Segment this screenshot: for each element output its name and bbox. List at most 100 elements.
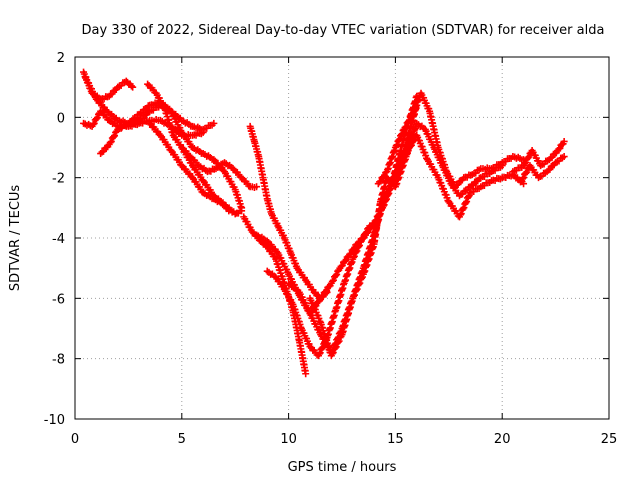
series-arc-g <box>178 144 233 215</box>
data-point <box>321 288 329 296</box>
y-tick-label: 0 <box>57 111 65 126</box>
data-point <box>358 235 366 243</box>
data-point <box>403 148 411 156</box>
y-tick-label: -8 <box>52 353 65 368</box>
data-point <box>350 292 358 300</box>
data-point <box>520 174 528 182</box>
data-point <box>401 124 409 132</box>
x-axis-label: GPS time / hours <box>288 460 397 475</box>
data-point <box>229 165 237 173</box>
data-point <box>407 141 415 149</box>
data-point <box>332 272 340 280</box>
data-point <box>225 207 233 215</box>
data-point <box>353 247 361 255</box>
y-tick-label: -4 <box>52 232 65 247</box>
data-point <box>318 344 326 352</box>
data-point <box>332 343 340 351</box>
data-point <box>350 291 358 299</box>
data-point <box>328 277 336 285</box>
series-arc-q <box>517 153 568 185</box>
data-point <box>393 168 401 176</box>
data-point <box>398 130 406 138</box>
x-tick-label: 0 <box>71 432 79 447</box>
data-point <box>329 276 337 284</box>
data-point <box>106 139 114 147</box>
data-point <box>129 83 137 91</box>
data-point <box>356 279 364 287</box>
data-point <box>462 199 470 207</box>
data-point <box>395 136 403 144</box>
chart-marks <box>80 68 568 378</box>
data-point <box>338 262 346 270</box>
data-point <box>90 119 98 127</box>
data-point <box>398 157 406 165</box>
data-point <box>377 177 385 185</box>
y-tick-label: -10 <box>44 413 65 428</box>
data-point <box>380 172 388 180</box>
x-tick-label: 5 <box>178 432 186 447</box>
data-point <box>329 349 337 357</box>
data-point <box>323 287 331 295</box>
data-point <box>355 242 363 250</box>
data-point <box>352 248 360 256</box>
data-point <box>464 193 472 201</box>
data-point <box>523 168 531 176</box>
data-point <box>350 252 358 260</box>
data-point <box>457 210 465 218</box>
data-point <box>302 370 310 378</box>
data-point <box>396 162 404 170</box>
data-point <box>210 119 218 127</box>
data-point <box>402 122 410 130</box>
data-point <box>248 228 256 236</box>
data-point <box>306 343 314 351</box>
data-point <box>334 338 342 346</box>
data-point <box>238 207 246 215</box>
data-point <box>109 133 117 141</box>
data-point <box>376 178 384 186</box>
data-point <box>366 222 374 230</box>
series-arc-k <box>263 222 374 360</box>
series-arc-n <box>374 89 528 191</box>
data-point <box>353 285 361 293</box>
data-point <box>318 293 326 301</box>
data-point <box>346 250 354 258</box>
data-point <box>406 142 414 150</box>
data-point <box>521 160 529 168</box>
y-axis-label: SDTVAR / TECUs <box>8 185 23 292</box>
data-point <box>97 107 105 115</box>
chart-grid <box>75 57 609 419</box>
data-point <box>363 228 371 236</box>
data-point <box>178 162 186 170</box>
series-arc-d <box>97 98 246 212</box>
data-point <box>524 154 532 162</box>
data-point <box>93 114 101 122</box>
data-point <box>316 349 324 357</box>
data-point <box>393 141 401 149</box>
data-point <box>392 169 400 177</box>
data-point <box>199 128 207 136</box>
data-point <box>379 173 387 181</box>
data-point <box>92 95 100 103</box>
data-point <box>560 153 568 161</box>
plot-frame <box>74 56 610 420</box>
x-tick-label: 20 <box>494 432 511 447</box>
data-point <box>359 234 367 242</box>
y-tick-label: -2 <box>52 172 65 187</box>
data-point <box>146 119 154 127</box>
data-point <box>144 80 152 88</box>
data-point <box>107 138 115 146</box>
data-point <box>328 350 336 358</box>
data-point <box>525 153 533 161</box>
data-point <box>333 271 341 279</box>
data-point <box>238 174 246 182</box>
series-arc-o <box>391 131 528 221</box>
data-point <box>263 237 271 245</box>
data-point <box>404 118 412 126</box>
x-tick-label: 10 <box>280 432 297 447</box>
data-point <box>361 229 369 237</box>
data-point <box>331 344 339 352</box>
data-point <box>518 175 526 183</box>
data-point <box>522 159 530 167</box>
data-point <box>395 163 403 171</box>
